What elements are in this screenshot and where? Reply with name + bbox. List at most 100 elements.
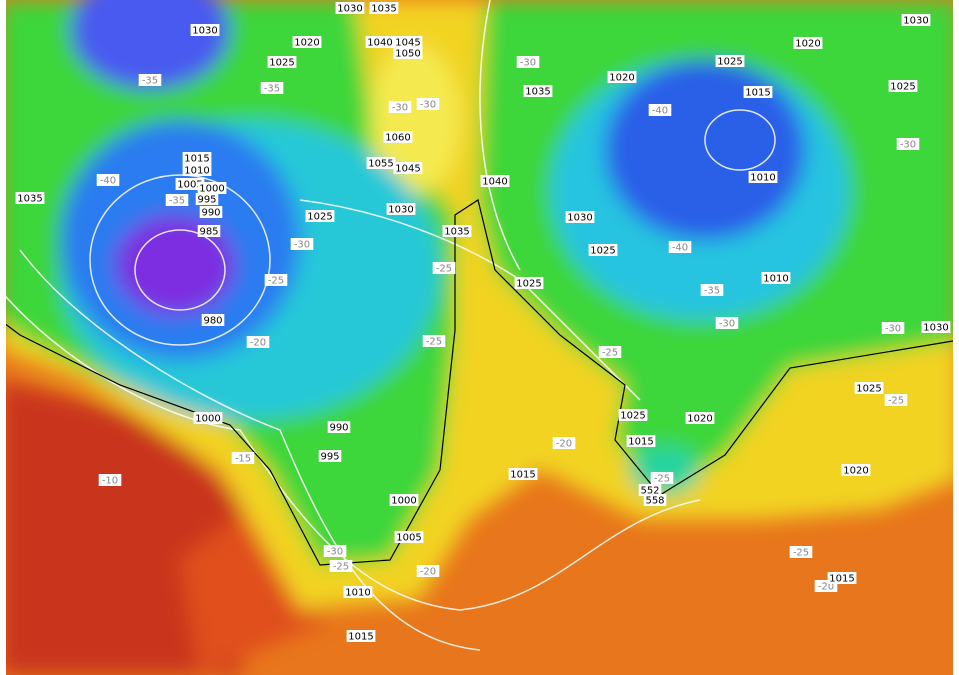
pressure-label-box xyxy=(327,421,351,433)
temperature-label: -25 xyxy=(268,276,284,287)
temperature-label-box xyxy=(264,274,288,286)
isobar xyxy=(704,109,776,171)
temperature-label-box xyxy=(896,138,920,150)
pressure-label-box xyxy=(197,182,227,194)
temperature-label: -30 xyxy=(327,547,343,558)
pressure-label: 1025 xyxy=(620,411,645,422)
pressure-label-box xyxy=(588,244,618,256)
pressure-label: 1045 xyxy=(395,164,420,175)
pressure-label-box xyxy=(685,412,715,424)
temperature-label-box xyxy=(516,56,540,68)
pressure-label-box xyxy=(386,203,416,215)
pressure-label: 1030 xyxy=(337,4,362,15)
pressure-label-box xyxy=(921,321,951,333)
temperature-label: -25 xyxy=(888,396,904,407)
pressure-label-box xyxy=(393,36,423,48)
pressure-label: 1025 xyxy=(516,279,541,290)
isobar xyxy=(479,0,521,271)
pressure-label-box xyxy=(318,450,342,462)
pressure-label-box xyxy=(618,409,648,421)
pressure-label: 1010 xyxy=(184,166,209,177)
pressure-label-box xyxy=(267,56,297,68)
temperature-label: -40 xyxy=(100,176,116,187)
temperature-label-box xyxy=(138,74,162,86)
temperature-label: -30 xyxy=(520,58,536,69)
temperature-label-box xyxy=(416,98,440,110)
pressure-label: 1015 xyxy=(348,632,373,643)
temperature-label-box xyxy=(422,335,446,347)
temperature-label: -35 xyxy=(264,84,280,95)
pressure-label-box xyxy=(182,164,212,176)
pressure-label-box xyxy=(442,225,472,237)
temperature-label: -25 xyxy=(333,562,349,573)
pressure-label: 1030 xyxy=(192,26,217,37)
pressure-label: 552 xyxy=(640,486,659,497)
temperature-label: -20 xyxy=(420,567,436,578)
temperature-label-box xyxy=(432,262,456,274)
pressure-label: 1040 xyxy=(482,177,507,188)
isobar xyxy=(134,229,226,311)
temperature-label: -25 xyxy=(426,337,442,348)
pressure-label-box xyxy=(190,24,220,36)
temperature-label: -35 xyxy=(169,196,185,207)
pressure-label: 1010 xyxy=(345,588,370,599)
temperature-label: -35 xyxy=(704,286,720,297)
pressure-label: 995 xyxy=(197,195,216,206)
field-teal-south xyxy=(630,445,700,495)
pressure-label: 1050 xyxy=(395,49,420,60)
temperature-label: -30 xyxy=(719,319,735,330)
pressure-label-box xyxy=(393,162,423,174)
pressure-label-box xyxy=(854,382,884,394)
temperature-label-box xyxy=(884,394,908,406)
isobar xyxy=(89,174,271,346)
pressure-label-box xyxy=(365,36,395,48)
pressure-label: 1035 xyxy=(17,194,42,205)
pressure-label: 1030 xyxy=(903,16,928,27)
pressure-label: 1025 xyxy=(269,58,294,69)
pressure-label: 990 xyxy=(329,423,348,434)
temperature-label-box xyxy=(260,82,284,94)
temperature-label: -25 xyxy=(654,474,670,485)
temperature-label-box xyxy=(96,174,120,186)
pressure-label-box xyxy=(743,86,773,98)
pressure-label-box xyxy=(508,468,538,480)
temperature-label: -30 xyxy=(420,100,436,111)
temperature-label: -40 xyxy=(652,106,668,117)
temperature-label: -30 xyxy=(885,324,901,335)
pressure-label-box xyxy=(199,206,223,218)
pressure-label-box xyxy=(761,272,791,284)
temperature-label-box xyxy=(416,565,440,577)
pressure-label-box xyxy=(201,314,225,326)
pressure-label-box xyxy=(514,277,544,289)
temperature-label-box xyxy=(290,238,314,250)
pressure-label: 980 xyxy=(203,316,222,327)
pressure-label-box xyxy=(643,494,667,506)
temperature-label: -25 xyxy=(793,548,809,559)
pressure-label-box xyxy=(565,211,595,223)
pressure-label-box xyxy=(626,435,656,447)
pressure-label-box xyxy=(888,80,918,92)
temperature-label-box xyxy=(598,346,622,358)
temperature-label-box xyxy=(789,546,813,558)
temperature-label: -25 xyxy=(602,348,618,359)
pressure-label: 995 xyxy=(320,452,339,463)
pressure-label: 1030 xyxy=(567,213,592,224)
temperature-label: -20 xyxy=(556,439,572,450)
temperature-label-box xyxy=(668,241,692,253)
field-red-orange xyxy=(180,500,330,675)
pressure-label: 1055 xyxy=(368,159,393,170)
pressure-label-box xyxy=(305,210,335,222)
pressure-label: 1035 xyxy=(444,227,469,238)
pressure-label: 1025 xyxy=(856,384,881,395)
pressure-label: 1020 xyxy=(609,73,634,84)
pressure-label-box xyxy=(366,157,396,169)
pressure-label: 1000 xyxy=(391,496,416,507)
pressure-label: 558 xyxy=(645,496,664,507)
pressure-label-box xyxy=(175,178,205,190)
field-blue-east xyxy=(605,60,805,240)
pressure-label: 1035 xyxy=(371,4,396,15)
temperature-label-box xyxy=(98,474,122,486)
temperature-label: -30 xyxy=(900,140,916,151)
